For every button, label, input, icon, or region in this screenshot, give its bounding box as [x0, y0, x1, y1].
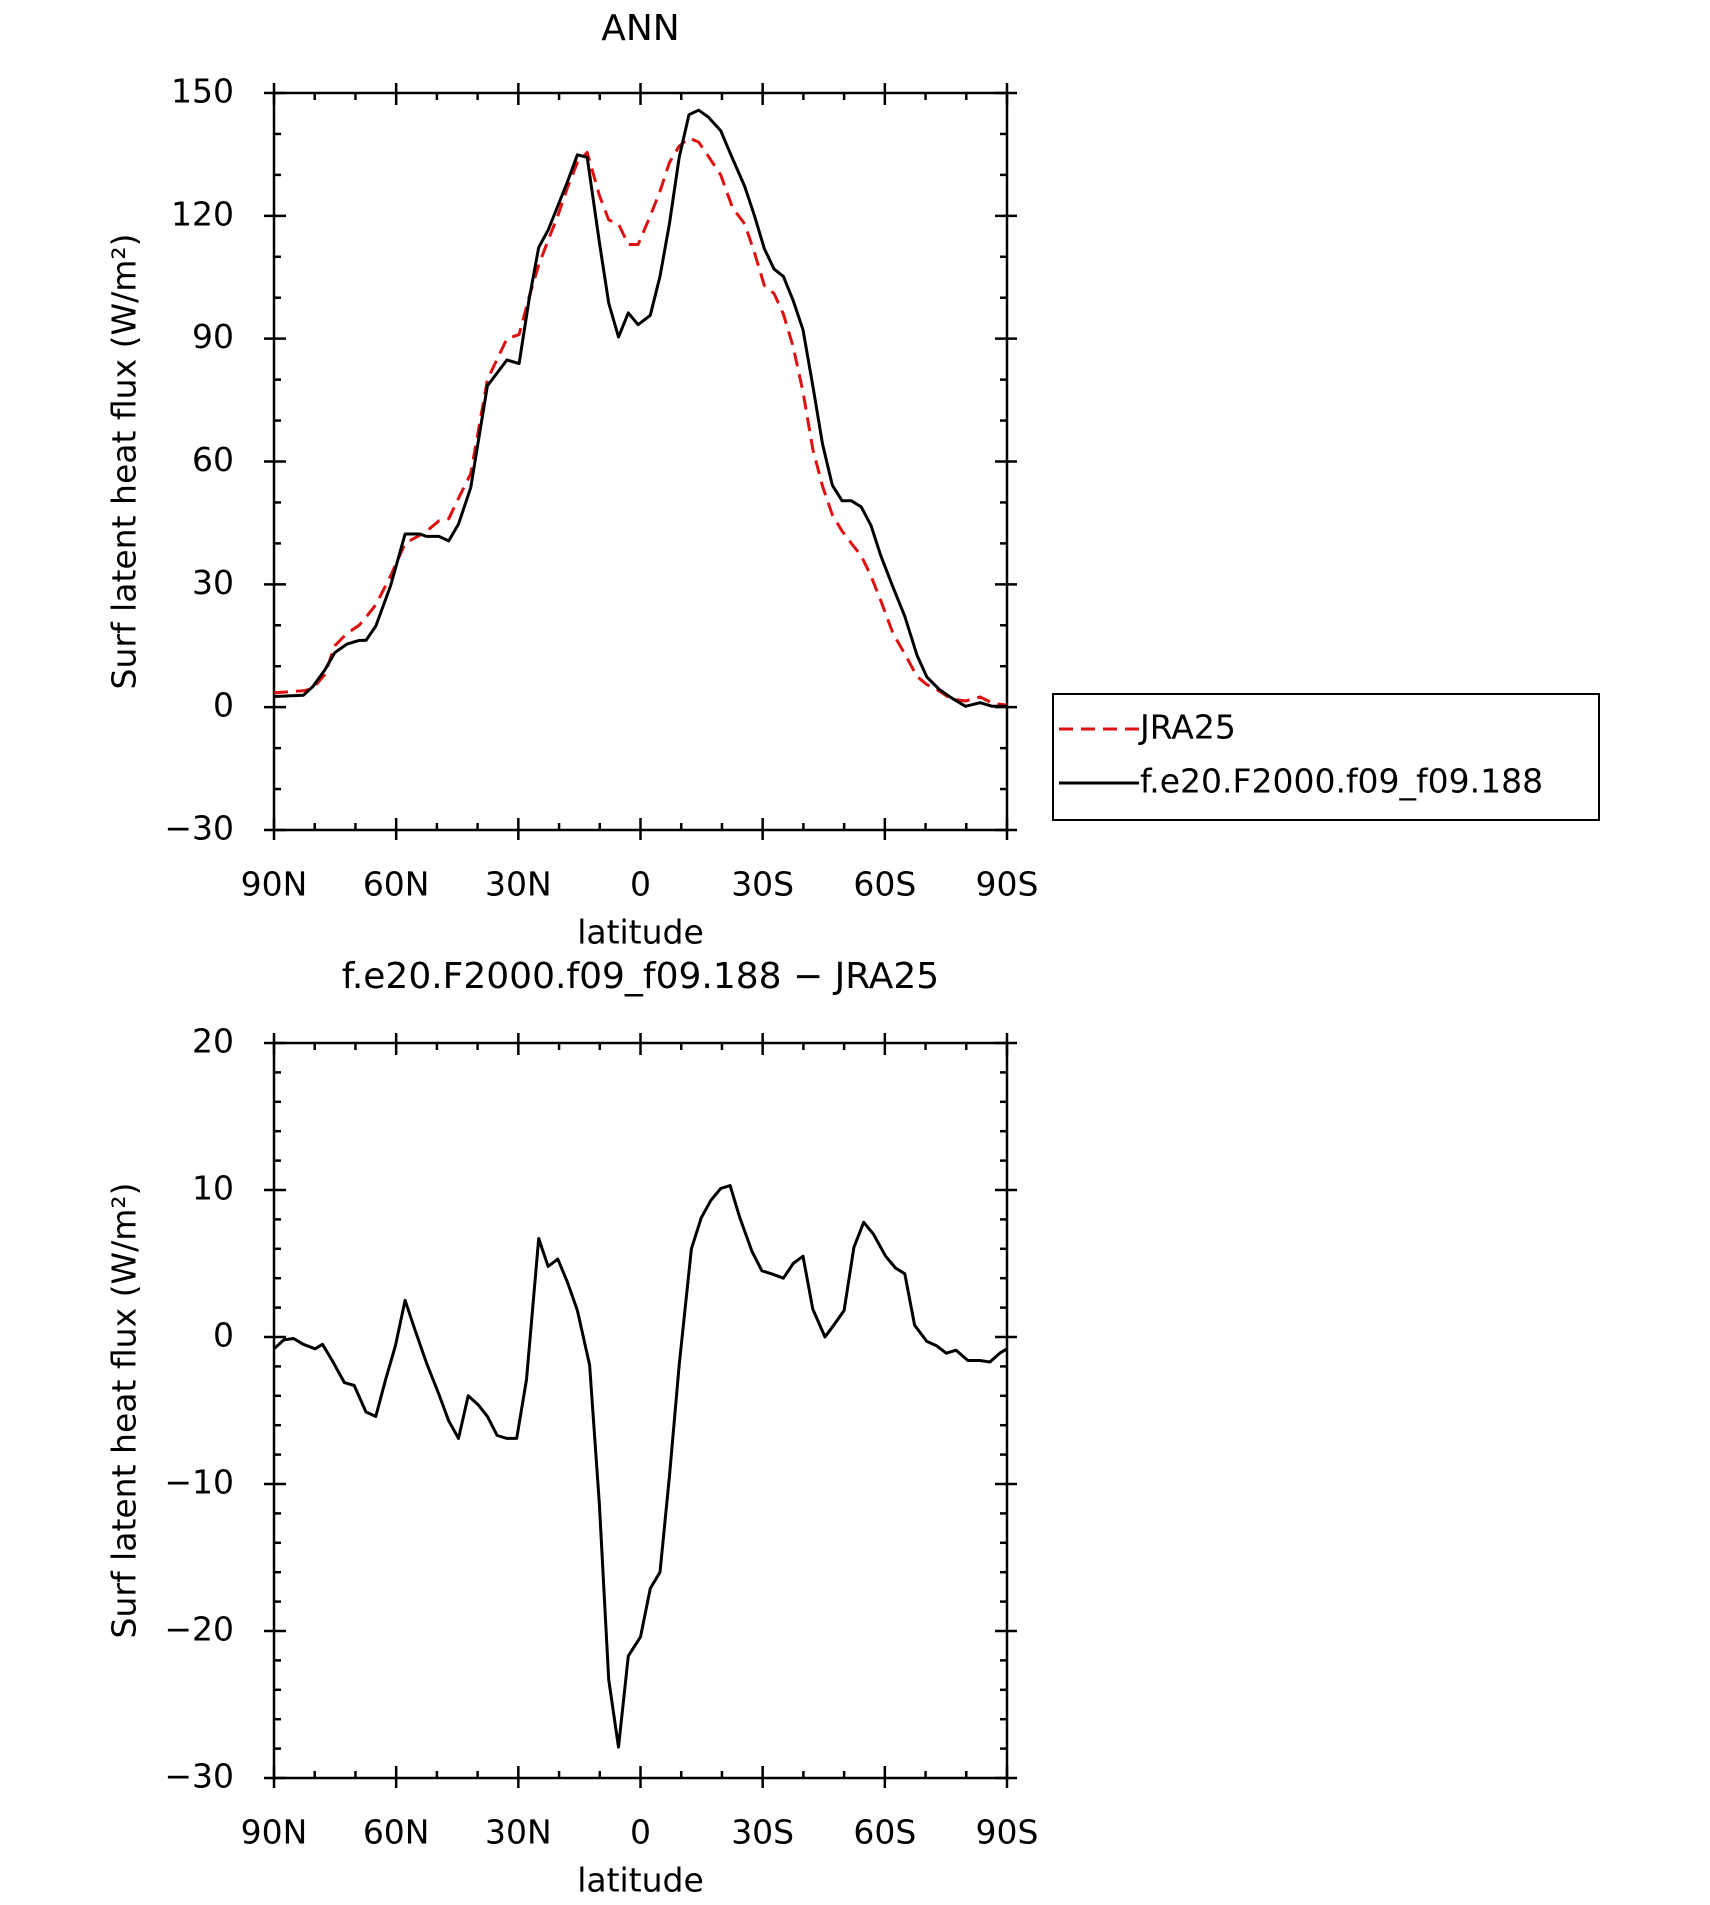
y-tick-label: 150 [171, 72, 234, 111]
y-tick-label: −20 [164, 1610, 234, 1649]
data-line [273, 136, 1008, 707]
y-tick-label: 20 [192, 1022, 234, 1061]
x-tick-label: 30S [731, 1813, 794, 1852]
y-axis-label: Surf latent heat flux (W/m²) [105, 1183, 144, 1639]
y-tick-label: 30 [192, 563, 234, 602]
x-tick-label: 90S [976, 865, 1039, 904]
legend-box [1052, 693, 1600, 821]
x-tick-label: 60S [853, 1813, 916, 1852]
y-tick-label: 60 [192, 440, 234, 479]
y-tick-label: 0 [213, 686, 234, 725]
x-tick-label: 60N [363, 1813, 430, 1852]
y-tick-label: 0 [213, 1316, 234, 1355]
x-tick-label: 90N [241, 1813, 308, 1852]
y-tick-label: −30 [164, 809, 234, 848]
y-tick-label: 120 [171, 194, 234, 233]
x-tick-label: 30S [731, 865, 794, 904]
x-axis-label: latitude [577, 1861, 704, 1900]
x-tick-label: 90S [976, 1813, 1039, 1852]
y-tick-label: −10 [164, 1463, 234, 1502]
plot-frame [272, 91, 1009, 832]
x-tick-label: 60S [853, 865, 916, 904]
y-tick-label: −30 [164, 1757, 234, 1796]
x-axis-label: latitude [577, 913, 704, 952]
data-line [273, 108, 1007, 708]
y-tick-label: 90 [192, 317, 234, 356]
x-tick-label: 90N [241, 865, 308, 904]
data-line [272, 1184, 1008, 1749]
chart-title: ANN [601, 8, 680, 49]
legend-label: f.e20.F2000.f09_f09.188 [1140, 762, 1543, 801]
plot-frame [272, 1041, 1009, 1780]
x-tick-label: 30N [485, 1813, 552, 1852]
x-tick-label: 0 [630, 865, 651, 904]
y-axis-label: Surf latent heat flux (W/m²) [105, 234, 144, 690]
x-tick-label: 0 [630, 1813, 651, 1852]
x-tick-label: 30N [485, 865, 552, 904]
y-tick-label: 10 [192, 1169, 234, 1208]
legend-label: JRA25 [1138, 708, 1236, 747]
chart-title: f.e20.F2000.f09_f09.188 − JRA25 [342, 956, 939, 997]
x-tick-label: 60N [363, 865, 430, 904]
